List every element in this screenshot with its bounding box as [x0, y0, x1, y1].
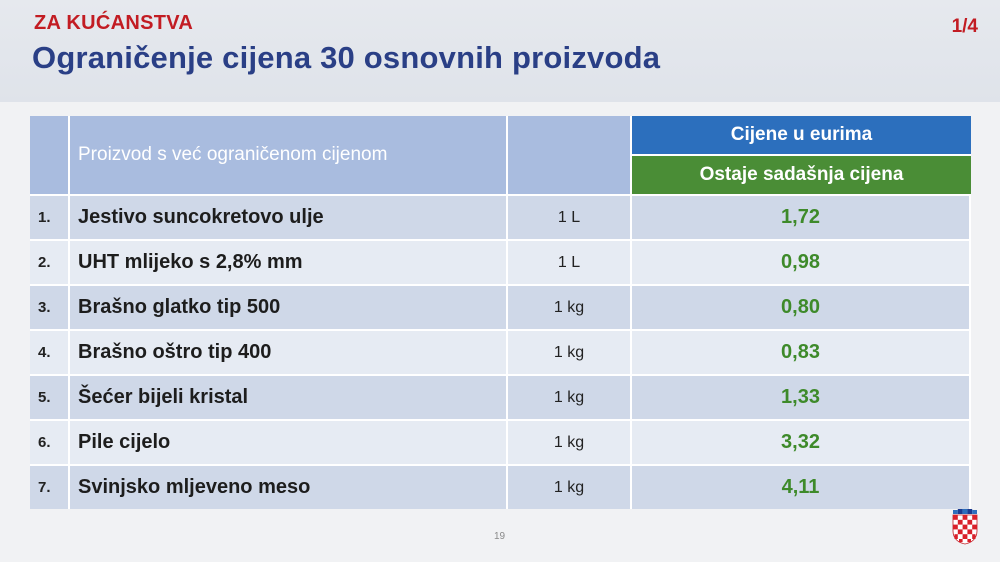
product-price: 3,32 — [632, 419, 971, 464]
product-column-header: Proizvod s već ograničenom cijenom — [70, 116, 508, 194]
row-number: 7. — [30, 464, 70, 509]
croatian-coat-of-arms-icon — [952, 509, 978, 545]
product-name: Jestivo suncokretovo ulje — [70, 194, 508, 239]
product-price: 1,72 — [632, 194, 971, 239]
product-price: 0,98 — [632, 239, 971, 284]
row-number: 4. — [30, 329, 70, 374]
product-name: Pile cijelo — [70, 419, 508, 464]
row-number: 3. — [30, 284, 70, 329]
page-counter: 1/4 — [951, 16, 978, 37]
product-unit: 1 kg — [508, 284, 632, 329]
table-row: 1. Jestivo suncokretovo ulje 1 L 1,72 — [30, 194, 971, 239]
product-name: Šećer bijeli kristal — [70, 374, 508, 419]
product-unit: 1 kg — [508, 329, 632, 374]
product-price: 1,33 — [632, 374, 971, 419]
product-name: Svinjsko mljeveno meso — [70, 464, 508, 509]
product-unit: 1 L — [508, 194, 632, 239]
table-row: 5. Šećer bijeli kristal 1 kg 1,33 — [30, 374, 971, 419]
product-price: 0,83 — [632, 329, 971, 374]
product-unit: 1 kg — [508, 464, 632, 509]
row-number: 6. — [30, 419, 70, 464]
product-price: 4,11 — [632, 464, 971, 509]
row-number: 1. — [30, 194, 70, 239]
product-unit: 1 L — [508, 239, 632, 284]
slide-title: Ograničenje cijena 30 osnovnih proizvoda — [32, 40, 661, 75]
price-table: Proizvod s već ograničenom cijenom Cijen… — [30, 116, 971, 509]
table-row: 6. Pile cijelo 1 kg 3,32 — [30, 419, 971, 464]
product-unit: 1 kg — [508, 374, 632, 419]
number-column-header — [30, 116, 70, 194]
table-row: 4. Brašno oštro tip 400 1 kg 0,83 — [30, 329, 971, 374]
product-unit: 1 kg — [508, 419, 632, 464]
slide-header: ZA KUĆANSTVA Ograničenje cijena 30 osnov… — [0, 0, 1000, 102]
price-subheader: Ostaje sadašnja cijena — [632, 156, 971, 194]
table-row: 2. UHT mlijeko s 2,8% mm 1 L 0,98 — [30, 239, 971, 284]
price-header: Cijene u eurima — [632, 116, 971, 156]
table-row: 3. Brašno glatko tip 500 1 kg 0,80 — [30, 284, 971, 329]
row-number: 2. — [30, 239, 70, 284]
product-price: 0,80 — [632, 284, 971, 329]
product-name: Brašno oštro tip 400 — [70, 329, 508, 374]
product-name: Brašno glatko tip 500 — [70, 284, 508, 329]
product-name: UHT mlijeko s 2,8% mm — [70, 239, 508, 284]
slide-number: 19 — [494, 531, 506, 542]
unit-column-header — [508, 116, 632, 194]
table-row: 7. Svinjsko mljeveno meso 1 kg 4,11 — [30, 464, 971, 509]
row-number: 5. — [30, 374, 70, 419]
slide-subtitle: ZA KUĆANSTVA — [34, 12, 194, 34]
